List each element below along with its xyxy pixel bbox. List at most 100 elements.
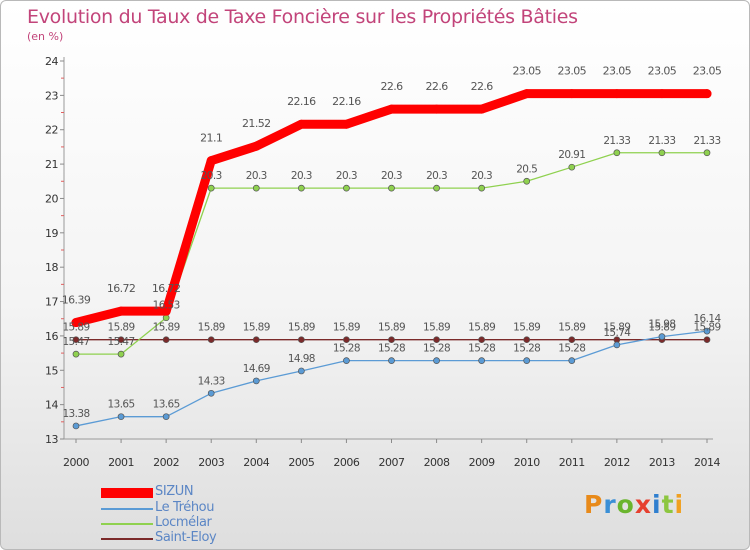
data-label-le-trehou: 13.38	[62, 408, 89, 420]
data-label-saint-eloy: 15.89	[243, 322, 270, 334]
chart-title: Evolution du Taux de Taxe Foncière sur l…	[27, 6, 578, 28]
data-label-sizun: 22.16	[287, 95, 316, 108]
x-tick-label: 2007	[379, 456, 405, 469]
data-label-locmelar: 15.47	[108, 336, 135, 348]
data-point-locmelar	[252, 184, 260, 192]
x-tick-label: 2010	[514, 456, 540, 469]
data-point-sizun	[116, 306, 126, 316]
data-point-locmelar	[433, 184, 440, 192]
data-label-locmelar: 20.5	[516, 163, 537, 175]
data-label-le-trehou: 15.28	[558, 343, 585, 355]
x-tick-label: 2005	[288, 456, 314, 469]
data-point-saint-eloy	[72, 336, 80, 344]
data-point-locmelar	[658, 149, 666, 157]
legend-label-le-trehou: Le Tréhou	[155, 500, 215, 515]
data-point-saint-eloy	[568, 336, 576, 344]
legend-swatch-sizun	[101, 488, 153, 498]
data-point-locmelar	[568, 163, 576, 171]
data-label-sizun: 16.72	[152, 282, 181, 295]
logo-letter: r	[603, 490, 617, 519]
data-label-locmelar: 20.3	[426, 170, 447, 182]
x-tick-label: 2001	[108, 456, 134, 469]
data-point-le-trehou	[298, 367, 305, 375]
data-point-sizun	[612, 89, 622, 99]
data-point-le-trehou	[433, 357, 440, 365]
data-point-sizun	[702, 89, 712, 99]
data-point-le-trehou	[658, 333, 666, 340]
data-point-locmelar	[703, 149, 711, 157]
legend-item-saint-eloy: Saint-Eloy	[101, 530, 301, 546]
y-tick-label: 21	[45, 158, 58, 171]
y-tick-label: 15	[45, 364, 58, 377]
data-point-sizun	[71, 318, 81, 328]
data-point-sizun	[161, 306, 171, 316]
logo-letter: i	[652, 490, 662, 519]
data-point-saint-eloy	[252, 336, 260, 344]
data-point-sizun	[296, 119, 306, 129]
logo-letter: P	[584, 490, 604, 519]
data-label-le-trehou: 14.33	[198, 375, 225, 387]
data-label-sizun: 23.05	[693, 65, 722, 78]
data-label-saint-eloy: 15.89	[513, 322, 540, 334]
data-point-sizun	[432, 104, 442, 114]
y-tick-label: 24	[45, 55, 58, 68]
x-tick-label: 2000	[63, 456, 89, 469]
data-point-saint-eloy	[523, 336, 531, 344]
chart-subtitle: (en %)	[27, 30, 64, 43]
data-label-locmelar: 15.47	[62, 336, 89, 348]
data-point-saint-eloy	[162, 336, 170, 344]
data-point-saint-eloy	[298, 336, 305, 344]
legend-item-le-trehou: Le Tréhou	[101, 500, 301, 516]
data-point-le-trehou	[703, 327, 711, 335]
data-point-sizun	[477, 104, 487, 114]
legend-label-saint-eloy: Saint-Eloy	[155, 530, 217, 545]
legend-item-sizun: SIZUN	[101, 484, 301, 500]
data-label-saint-eloy: 15.89	[108, 322, 135, 334]
legend-label-locmelar: Locmélar	[155, 515, 212, 530]
data-label-le-trehou: 16.14	[693, 313, 721, 325]
data-label-saint-eloy: 15.89	[62, 322, 89, 334]
data-label-sizun: 22.6	[426, 80, 449, 93]
data-point-locmelar	[117, 350, 125, 358]
logo-letter: i	[674, 490, 685, 519]
data-label-le-trehou: 15.28	[333, 343, 360, 355]
x-tick-label: 2006	[333, 456, 359, 469]
x-tick-label: 2011	[559, 456, 585, 469]
data-label-saint-eloy: 15.89	[603, 322, 630, 334]
y-tick-label: 13	[45, 433, 58, 446]
y-tick-label: 20	[45, 192, 58, 205]
data-label-le-trehou: 14.69	[243, 363, 270, 375]
data-label-le-trehou: 15.28	[378, 343, 405, 355]
data-point-le-trehou	[478, 357, 485, 365]
data-point-saint-eloy	[207, 336, 215, 344]
logo-letter: o	[616, 490, 635, 519]
data-label-locmelar: 16.53	[153, 300, 180, 312]
data-point-sizun	[251, 141, 261, 151]
data-point-locmelar	[298, 184, 305, 192]
data-label-sizun: 22.6	[380, 80, 403, 93]
data-label-sizun: 21.1	[200, 132, 222, 145]
data-point-locmelar	[523, 177, 531, 185]
data-label-le-trehou: 15.74	[603, 327, 631, 339]
data-point-saint-eloy	[343, 336, 350, 344]
data-label-le-trehou: 14.98	[288, 353, 315, 365]
data-label-sizun: 21.52	[242, 117, 271, 130]
data-label-sizun: 23.05	[512, 65, 541, 78]
y-tick-label: 19	[45, 227, 58, 240]
data-label-le-trehou: 15.28	[423, 343, 450, 355]
data-label-sizun: 23.05	[648, 65, 677, 78]
data-point-le-trehou	[343, 357, 350, 365]
proxiti-logo: Proxiti	[584, 490, 684, 519]
data-label-saint-eloy: 15.89	[468, 322, 495, 334]
data-label-locmelar: 20.3	[381, 170, 402, 182]
data-point-saint-eloy	[478, 336, 485, 344]
data-label-locmelar: 21.33	[603, 135, 630, 147]
data-point-sizun	[657, 89, 667, 99]
x-tick-label: 2002	[153, 456, 179, 469]
data-label-locmelar: 20.91	[558, 149, 585, 161]
data-label-locmelar: 20.3	[471, 170, 492, 182]
data-label-le-trehou: 15.28	[468, 343, 495, 355]
data-label-le-trehou: 13.65	[153, 399, 180, 411]
data-label-locmelar: 20.3	[336, 170, 357, 182]
